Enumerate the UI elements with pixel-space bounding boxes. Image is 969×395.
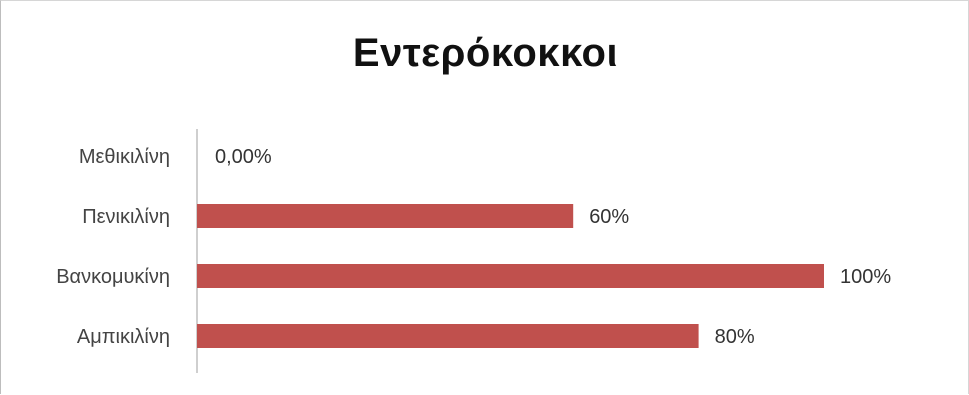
data-label: 0,00%: [215, 146, 272, 168]
category-label: Αμπικιλίνη: [77, 326, 170, 348]
data-label: 60%: [589, 206, 629, 228]
category-label: Μεθικιλίνη: [79, 146, 170, 168]
category-label: Βανκομυκίνη: [56, 266, 170, 288]
data-label: 80%: [715, 326, 755, 348]
category-label: Πενικιλίνη: [82, 206, 170, 228]
bar: [197, 204, 574, 228]
data-label: 100%: [840, 266, 891, 288]
chart-title: Εντερόκοκκοι: [352, 31, 619, 75]
bar: [197, 264, 824, 288]
bar: [197, 324, 699, 348]
